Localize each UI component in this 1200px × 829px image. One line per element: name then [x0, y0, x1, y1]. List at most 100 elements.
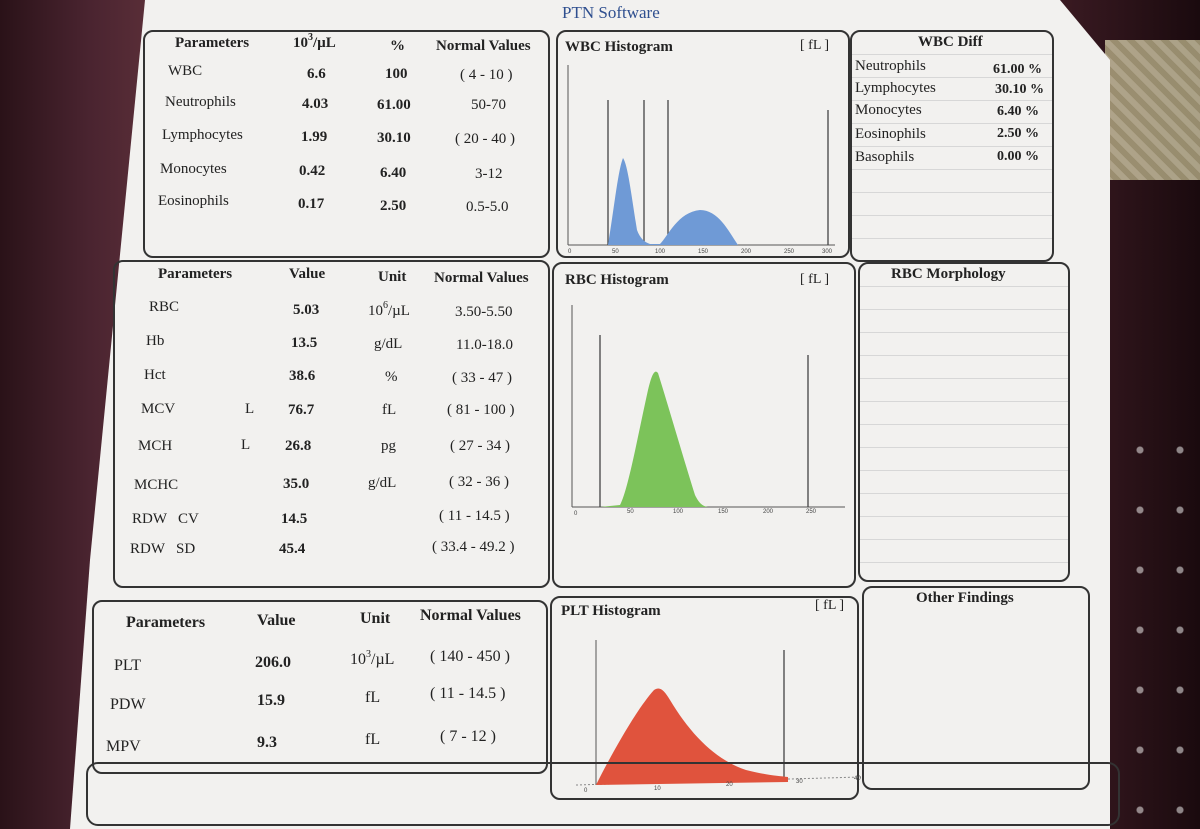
plt-histogram-chart: 0 10 20 30 40: [575, 640, 861, 794]
plt-axis-x: [575, 776, 861, 786]
other-findings-title: Other Findings: [916, 590, 1014, 606]
wbc-tick-250: 250: [784, 249, 795, 255]
plt-row-name: MPV: [106, 738, 141, 755]
rbc-row-normal: ( 33 - 47 ): [452, 370, 512, 386]
wbc-row-value: 1.99: [301, 129, 328, 145]
rbc-row-value: 38.6: [289, 368, 316, 384]
wbc-histogram-title: WBC Histogram: [565, 39, 673, 55]
wbc-row-normal: ( 4 - 10 ): [460, 67, 513, 83]
plt-histogram-title: PLT Histogram: [561, 603, 661, 619]
wbc-diff-value: 0.00 %: [997, 149, 1039, 164]
rbc-histogram-unit: [ fL ]: [800, 272, 830, 287]
wbc-diff-value: 30.10 %: [995, 82, 1044, 97]
rbc-row-normal: ( 81 - 100 ): [447, 402, 515, 418]
wbc-histogram-box: [556, 30, 850, 258]
rbc-tick-100: 100: [673, 509, 684, 515]
wbc-row-normal: ( 20 - 40 ): [455, 131, 515, 147]
wbc-row-name: Eosinophils: [158, 193, 229, 209]
plt-row-unit: fL: [365, 731, 381, 748]
rbc-row-name: Hb: [146, 333, 165, 349]
rbc-header-unit: Unit: [378, 269, 407, 285]
plt-header-normal: Normal Values: [420, 607, 521, 624]
rbc-row-name: RDW CV: [132, 511, 199, 527]
wbc-histogram-chart: 0 50 100 150 200 250 300: [567, 65, 835, 255]
plt-row-name: PDW: [110, 696, 146, 713]
rbc-row-value: 14.5: [281, 511, 308, 527]
wbc-row-pct: 100: [385, 66, 408, 82]
software-title: PTN Software: [562, 3, 660, 22]
rbc-row-name: RDW SD: [130, 541, 196, 557]
wbc-header-parameters: Parameters: [175, 35, 250, 51]
plt-row-unit: fL: [365, 689, 381, 706]
rbc-tick-150: 150: [718, 509, 729, 515]
rbc-row-normal: ( 32 - 36 ): [449, 474, 509, 490]
plt-header-parameters: Parameters: [126, 614, 206, 631]
rbc-histogram-curve: [600, 371, 708, 507]
plt-histogram-unit: [ fL ]: [815, 598, 845, 613]
wbc-row-value: 6.6: [307, 66, 326, 82]
wbc-tick-50: 50: [612, 249, 619, 255]
bottom-frame: [86, 762, 1120, 826]
plt-axis-ticks: 0 10 20 30 40: [584, 776, 861, 794]
plt-histogram-box: [550, 596, 859, 800]
plt-row-value: 9.3: [257, 734, 277, 751]
wbc-diff-name: Monocytes: [855, 102, 922, 118]
rbc-row-name: Hct: [144, 367, 166, 383]
plt-row-normal: ( 7 - 12 ): [440, 728, 496, 745]
rbc-row-unit: %: [385, 369, 398, 385]
wbc-header-percent: %: [390, 38, 405, 54]
wbc-diff-box: [850, 30, 1054, 262]
plt-header-unit: Unit: [360, 610, 391, 627]
plt-row-normal: ( 140 - 450 ): [430, 648, 510, 665]
wbc-row-name: Monocytes: [160, 161, 227, 177]
rbc-row-value: 26.8: [285, 438, 312, 454]
rbc-row-value: 5.03: [293, 302, 320, 318]
rbc-row-unit: g/dL: [374, 336, 403, 352]
rbc-histogram-box: [552, 262, 856, 588]
wbc-header-normal: Normal Values: [436, 38, 531, 54]
wbc-table-box: [143, 30, 550, 258]
rbc-row-name: MCV: [141, 401, 176, 417]
plt-row-normal: ( 11 - 14.5 ): [430, 685, 506, 702]
plt-row-name: PLT: [114, 657, 141, 674]
wbc-row-name: WBC: [168, 63, 203, 79]
wbc-tick-0: 0: [568, 249, 572, 255]
wbc-row-pct: 2.50: [380, 198, 407, 214]
wbc-row-name: Neutrophils: [165, 94, 236, 110]
wbc-row-normal: 50-70: [471, 97, 506, 113]
wbc-header-unit: 103/µL: [293, 32, 336, 51]
wbc-diff-value: 61.00 %: [993, 62, 1042, 77]
rbc-row-name: RBC: [149, 299, 180, 315]
plt-tick-0: 0: [584, 788, 588, 794]
plt-tick-30: 30: [796, 779, 803, 785]
wbc-row-pct: 61.00: [377, 97, 411, 113]
plt-tick-20: 20: [726, 782, 733, 788]
wbc-tick-300: 300: [822, 249, 833, 255]
plt-row-value: 206.0: [255, 654, 291, 671]
rbc-row-unit: 106/µL: [368, 300, 410, 319]
plt-table-box: [92, 600, 548, 774]
rbc-row-value: 35.0: [283, 476, 310, 492]
wbc-row-pct: 30.10: [377, 130, 411, 146]
wbc-diff-value: 6.40 %: [997, 104, 1039, 119]
rbc-row-normal: 3.50-5.50: [455, 304, 513, 320]
plt-histogram-curve: [596, 688, 788, 785]
rbc-morphology-box: [858, 262, 1070, 582]
wbc-diff-name: Eosinophils: [855, 126, 926, 142]
rbc-tick-200: 200: [763, 509, 774, 515]
wbc-tick-100: 100: [655, 249, 666, 255]
rbc-row-unit: pg: [381, 438, 396, 454]
rbc-row-flag: L: [241, 437, 251, 453]
wbc-histogram-curve: [608, 158, 738, 245]
rbc-tick-250: 250: [806, 509, 817, 515]
rbc-row-normal: 11.0-18.0: [456, 337, 513, 353]
rbc-header-value: Value: [289, 266, 326, 282]
rbc-row-name: MCHC: [134, 477, 179, 493]
rbc-histogram-chart: 0 50 100 150 200 250: [571, 305, 845, 517]
rbc-row-value: 45.4: [279, 541, 306, 557]
plt-tick-40: 40: [854, 776, 861, 782]
wbc-row-pct: 6.40: [380, 165, 407, 181]
other-findings-box: [862, 586, 1090, 790]
rbc-row-value: 13.5: [291, 335, 318, 351]
rbc-tick-50: 50: [627, 509, 634, 515]
